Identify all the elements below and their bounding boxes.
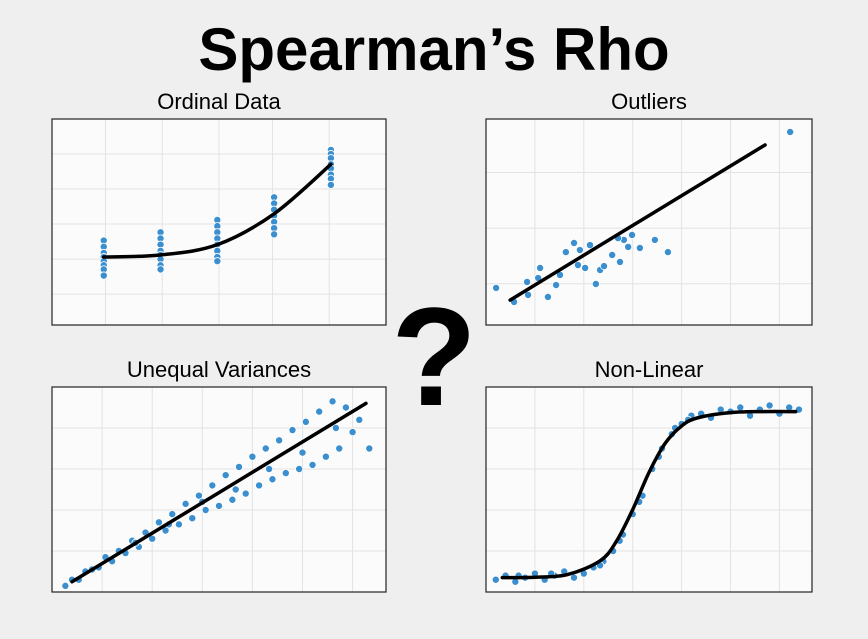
fit-line — [102, 162, 333, 259]
point — [491, 575, 500, 584]
point — [168, 510, 177, 519]
point — [201, 505, 210, 514]
plot-frame — [51, 118, 387, 326]
point — [208, 481, 217, 490]
point — [315, 407, 324, 416]
panel-title: Outliers — [611, 89, 687, 114]
point — [523, 277, 532, 286]
point — [188, 514, 197, 523]
point — [524, 290, 533, 299]
point — [181, 499, 190, 508]
point — [275, 436, 284, 445]
point — [308, 460, 317, 469]
point — [156, 265, 165, 274]
point — [270, 230, 279, 239]
main-title: Spearman’s Rho — [198, 16, 669, 83]
point — [736, 403, 745, 412]
plot-frame — [485, 118, 813, 326]
point — [174, 520, 183, 529]
point — [321, 452, 330, 461]
point — [213, 257, 222, 266]
point — [214, 501, 223, 510]
point — [355, 415, 364, 424]
point — [600, 262, 609, 271]
point — [365, 444, 374, 453]
point — [221, 471, 230, 480]
point — [663, 248, 672, 257]
point — [154, 518, 163, 527]
point — [248, 452, 257, 461]
point — [231, 485, 240, 494]
point — [570, 239, 579, 248]
point — [99, 271, 108, 280]
point — [295, 464, 304, 473]
point — [328, 397, 337, 406]
panel-title: Ordinal Data — [157, 89, 281, 114]
point — [536, 263, 545, 272]
point — [348, 428, 357, 437]
point — [573, 261, 582, 270]
plot-frame — [485, 386, 813, 593]
plot-area — [486, 387, 812, 592]
point — [635, 243, 644, 252]
point — [543, 292, 552, 301]
point — [585, 241, 594, 250]
point — [194, 491, 203, 500]
point — [650, 235, 659, 244]
point — [298, 448, 307, 457]
point — [326, 180, 335, 189]
panel-title: Non-Linear — [595, 357, 704, 382]
point — [255, 481, 264, 490]
point — [341, 403, 350, 412]
fit-line — [70, 401, 368, 584]
point — [615, 257, 624, 266]
point — [241, 489, 250, 498]
point — [335, 444, 344, 453]
point — [268, 475, 277, 484]
point — [331, 423, 340, 432]
question-mark: ? — [391, 278, 477, 435]
point — [288, 426, 297, 435]
point — [591, 280, 600, 289]
point — [492, 283, 501, 292]
point — [786, 127, 795, 136]
point — [575, 246, 584, 255]
plot-area — [486, 119, 812, 325]
point — [281, 469, 290, 478]
point — [581, 263, 590, 272]
point — [228, 495, 237, 504]
point — [61, 581, 70, 590]
fit-line — [508, 143, 767, 302]
point — [552, 281, 561, 290]
fit-line — [500, 409, 798, 580]
point — [265, 464, 274, 473]
plot-frame — [51, 386, 387, 593]
point — [608, 250, 617, 259]
point — [301, 417, 310, 426]
point — [261, 444, 270, 453]
point — [765, 401, 774, 410]
point — [561, 248, 570, 257]
panel-title: Unequal Variances — [127, 357, 311, 382]
point — [235, 462, 244, 471]
point — [628, 230, 637, 239]
point — [624, 242, 633, 251]
